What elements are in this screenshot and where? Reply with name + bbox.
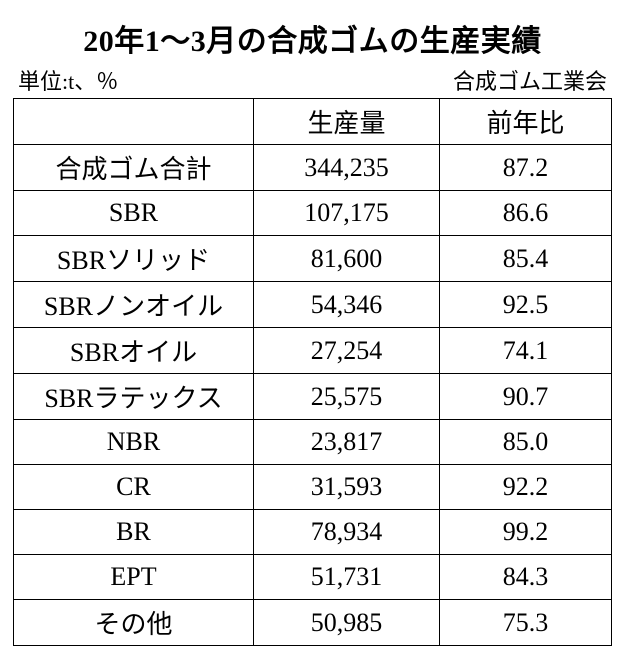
cell-yoy: 99.2 — [440, 510, 612, 555]
table-row: CR 31,593 92.2 — [14, 465, 612, 510]
col-header-production: 生産量 — [254, 99, 440, 145]
cell-category: SBRソリッド — [14, 236, 254, 282]
cell-yoy: 92.2 — [440, 465, 612, 510]
cell-yoy: 85.4 — [440, 236, 612, 282]
cell-category: CR — [14, 465, 254, 510]
table-row: その他 50,985 75.3 — [14, 600, 612, 646]
table-row: SBRノンオイル 54,346 92.5 — [14, 282, 612, 328]
cell-production: 81,600 — [254, 236, 440, 282]
cell-production: 51,731 — [254, 555, 440, 600]
table-row: 合成ゴム合計 344,235 87.2 — [14, 145, 612, 191]
cell-yoy: 84.3 — [440, 555, 612, 600]
table-row: NBR 23,817 85.0 — [14, 420, 612, 465]
col-header-category — [14, 99, 254, 145]
table-row: SBRオイル 27,254 74.1 — [14, 328, 612, 374]
cell-yoy: 90.7 — [440, 374, 612, 420]
cell-category: SBRノンオイル — [14, 282, 254, 328]
cell-category: その他 — [14, 600, 254, 646]
cell-production: 344,235 — [254, 145, 440, 191]
col-header-yoy: 前年比 — [440, 99, 612, 145]
table-row: SBRラテックス 25,575 90.7 — [14, 374, 612, 420]
cell-yoy: 87.2 — [440, 145, 612, 191]
cell-production: 25,575 — [254, 374, 440, 420]
cell-production: 50,985 — [254, 600, 440, 646]
cell-yoy: 92.5 — [440, 282, 612, 328]
table-row: BR 78,934 99.2 — [14, 510, 612, 555]
table-row: EPT 51,731 84.3 — [14, 555, 612, 600]
cell-production: 31,593 — [254, 465, 440, 510]
cell-yoy: 86.6 — [440, 191, 612, 236]
production-table: 生産量 前年比 合成ゴム合計 344,235 87.2 SBR 107,175 … — [13, 98, 612, 646]
cell-yoy: 74.1 — [440, 328, 612, 374]
cell-yoy: 85.0 — [440, 420, 612, 465]
cell-category: SBR — [14, 191, 254, 236]
table-header-row: 生産量 前年比 — [14, 99, 612, 145]
cell-category: SBRオイル — [14, 328, 254, 374]
cell-category: SBRラテックス — [14, 374, 254, 420]
subheading-row: 単位:t、％ 合成ゴム工業会 — [18, 64, 607, 96]
cell-category: BR — [14, 510, 254, 555]
cell-production: 78,934 — [254, 510, 440, 555]
page-title: 20年1～3月の合成ゴムの生産実績 — [12, 16, 613, 60]
table-row: SBR 107,175 86.6 — [14, 191, 612, 236]
table-row: SBRソリッド 81,600 85.4 — [14, 236, 612, 282]
cell-category: 合成ゴム合計 — [14, 145, 254, 191]
cell-category: NBR — [14, 420, 254, 465]
source-label: 合成ゴム工業会 — [453, 64, 607, 96]
cell-production: 27,254 — [254, 328, 440, 374]
cell-category: EPT — [14, 555, 254, 600]
cell-yoy: 75.3 — [440, 600, 612, 646]
cell-production: 107,175 — [254, 191, 440, 236]
cell-production: 54,346 — [254, 282, 440, 328]
unit-label: 単位:t、％ — [18, 64, 118, 96]
cell-production: 23,817 — [254, 420, 440, 465]
